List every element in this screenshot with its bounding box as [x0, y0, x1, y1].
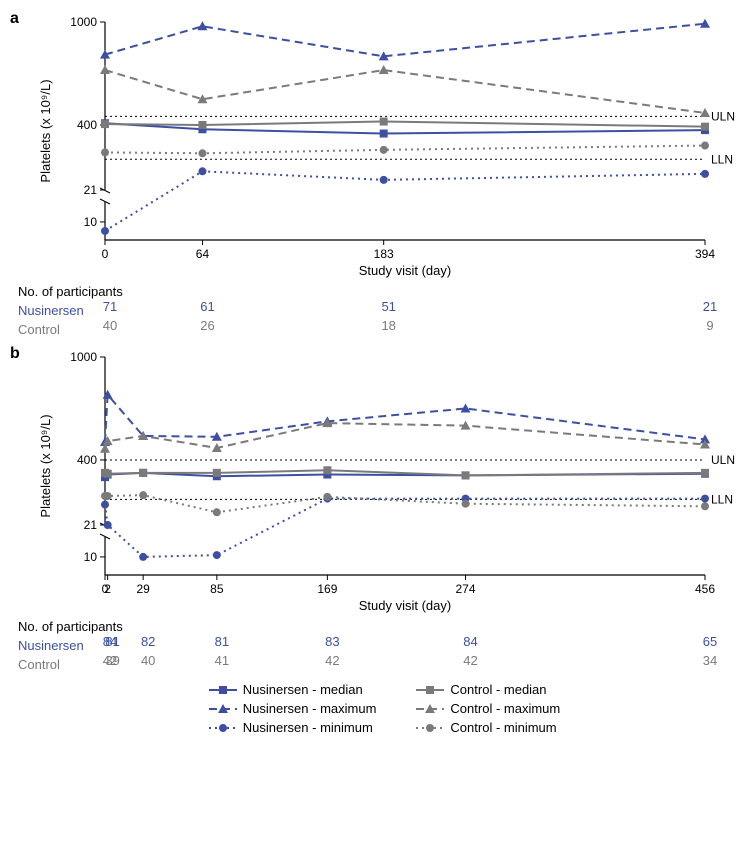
svg-text:394: 394 — [695, 247, 715, 261]
legend-item: Nusinersen - minimum — [209, 720, 377, 735]
svg-text:2: 2 — [104, 582, 111, 596]
participants-value: 71 — [95, 299, 125, 314]
svg-text:400: 400 — [77, 453, 97, 467]
participants-a-control: Control40 26 18 9 — [18, 318, 749, 337]
svg-text:274: 274 — [456, 582, 476, 596]
panel-a: a 400 1000 10 21 0 64 183 394 Study visit (day) P… — [10, 10, 749, 337]
legend-item: Nusinersen - maximum — [209, 701, 377, 716]
participants-value: 40 — [133, 653, 163, 668]
svg-text:29: 29 — [136, 582, 150, 596]
legend-label: Nusinersen - median — [243, 682, 363, 697]
participants-b-header: No. of participants — [18, 619, 123, 634]
participants-value: 81 — [98, 634, 128, 649]
svg-text:10: 10 — [84, 215, 98, 229]
participants-value: 61 — [192, 299, 222, 314]
participants-label: Control — [18, 322, 158, 337]
svg-text:169: 169 — [317, 582, 337, 596]
participants-value: 39 — [98, 653, 128, 668]
participants-value: 34 — [695, 653, 725, 668]
svg-text:LLN: LLN — [711, 152, 733, 166]
legend-item: Control - minimum — [416, 720, 560, 735]
legend-item: Control - median — [416, 682, 560, 697]
panel-a-letter: a — [10, 10, 19, 28]
legend-label: Nusinersen - minimum — [243, 720, 373, 735]
participants-a: No. of participants Nusinersen71 61 51 21 C… — [18, 284, 749, 337]
svg-text:456: 456 — [695, 582, 715, 596]
participants-b-control: Control42394041424234 — [18, 653, 749, 672]
legend-label: Control - median — [450, 682, 546, 697]
svg-text:10: 10 — [84, 550, 98, 564]
svg-text:Study visit (day): Study visit (day) — [359, 598, 451, 613]
svg-text:21: 21 — [84, 518, 98, 532]
participants-value: 83 — [317, 634, 347, 649]
svg-text:Platelets (x 10⁹/L): Platelets (x 10⁹/L) — [38, 414, 53, 517]
legend-label: Control - minimum — [450, 720, 556, 735]
legend-label: Control - maximum — [450, 701, 560, 716]
participants-value: 26 — [192, 318, 222, 333]
participants-b-nusinersen: Nusinersen84818281838465 — [18, 634, 749, 653]
participants-value: 84 — [456, 634, 486, 649]
panel-b-letter: b — [10, 345, 20, 363]
participants-value: 18 — [374, 318, 404, 333]
svg-text:85: 85 — [210, 582, 224, 596]
participants-value: 65 — [695, 634, 725, 649]
participants-label: Nusinersen — [18, 303, 158, 318]
participants-a-header: No. of participants — [18, 284, 123, 299]
svg-text:21: 21 — [84, 183, 98, 197]
svg-text:Study visit (day): Study visit (day) — [359, 263, 451, 278]
legend: Nusinersen - median Nusinersen - maximum N… — [10, 682, 749, 735]
legend-col-nusinersen: Nusinersen - median Nusinersen - maximum N… — [209, 682, 377, 735]
svg-text:ULN: ULN — [711, 453, 735, 467]
svg-text:ULN: ULN — [711, 109, 735, 123]
participants-b: No. of participants Nusinersen8481828183… — [18, 619, 749, 672]
chart-b: 40010001021022985169274456Study visit (d… — [10, 345, 739, 615]
svg-text:LLN: LLN — [711, 492, 733, 506]
legend-item: Nusinersen - median — [209, 682, 377, 697]
participants-value: 40 — [95, 318, 125, 333]
participants-value: 9 — [695, 318, 725, 333]
svg-text:183: 183 — [374, 247, 394, 261]
svg-text:Platelets (x 10⁹/L): Platelets (x 10⁹/L) — [38, 79, 53, 182]
participants-value: 41 — [207, 653, 237, 668]
svg-text:64: 64 — [196, 247, 210, 261]
svg-text:400: 400 — [77, 118, 97, 132]
participants-value: 42 — [317, 653, 347, 668]
svg-text:1000: 1000 — [70, 15, 97, 29]
legend-item: Control - maximum — [416, 701, 560, 716]
participants-value: 42 — [456, 653, 486, 668]
legend-col-control: Control - median Control - maximum Control… — [416, 682, 560, 735]
participants-value: 81 — [207, 634, 237, 649]
svg-text:0: 0 — [102, 247, 109, 261]
legend-label: Nusinersen - maximum — [243, 701, 377, 716]
participants-a-nusinersen: Nusinersen71 61 51 21 — [18, 299, 749, 318]
participants-value: 82 — [133, 634, 163, 649]
participants-value: 21 — [695, 299, 725, 314]
participants-value: 51 — [374, 299, 404, 314]
panel-b: b 40010001021022985169274456Study visit … — [10, 345, 749, 672]
svg-text:1000: 1000 — [70, 350, 97, 364]
chart-a: 400 1000 10 21 0 64 183 394 Study visit (day) Pla… — [10, 10, 739, 280]
